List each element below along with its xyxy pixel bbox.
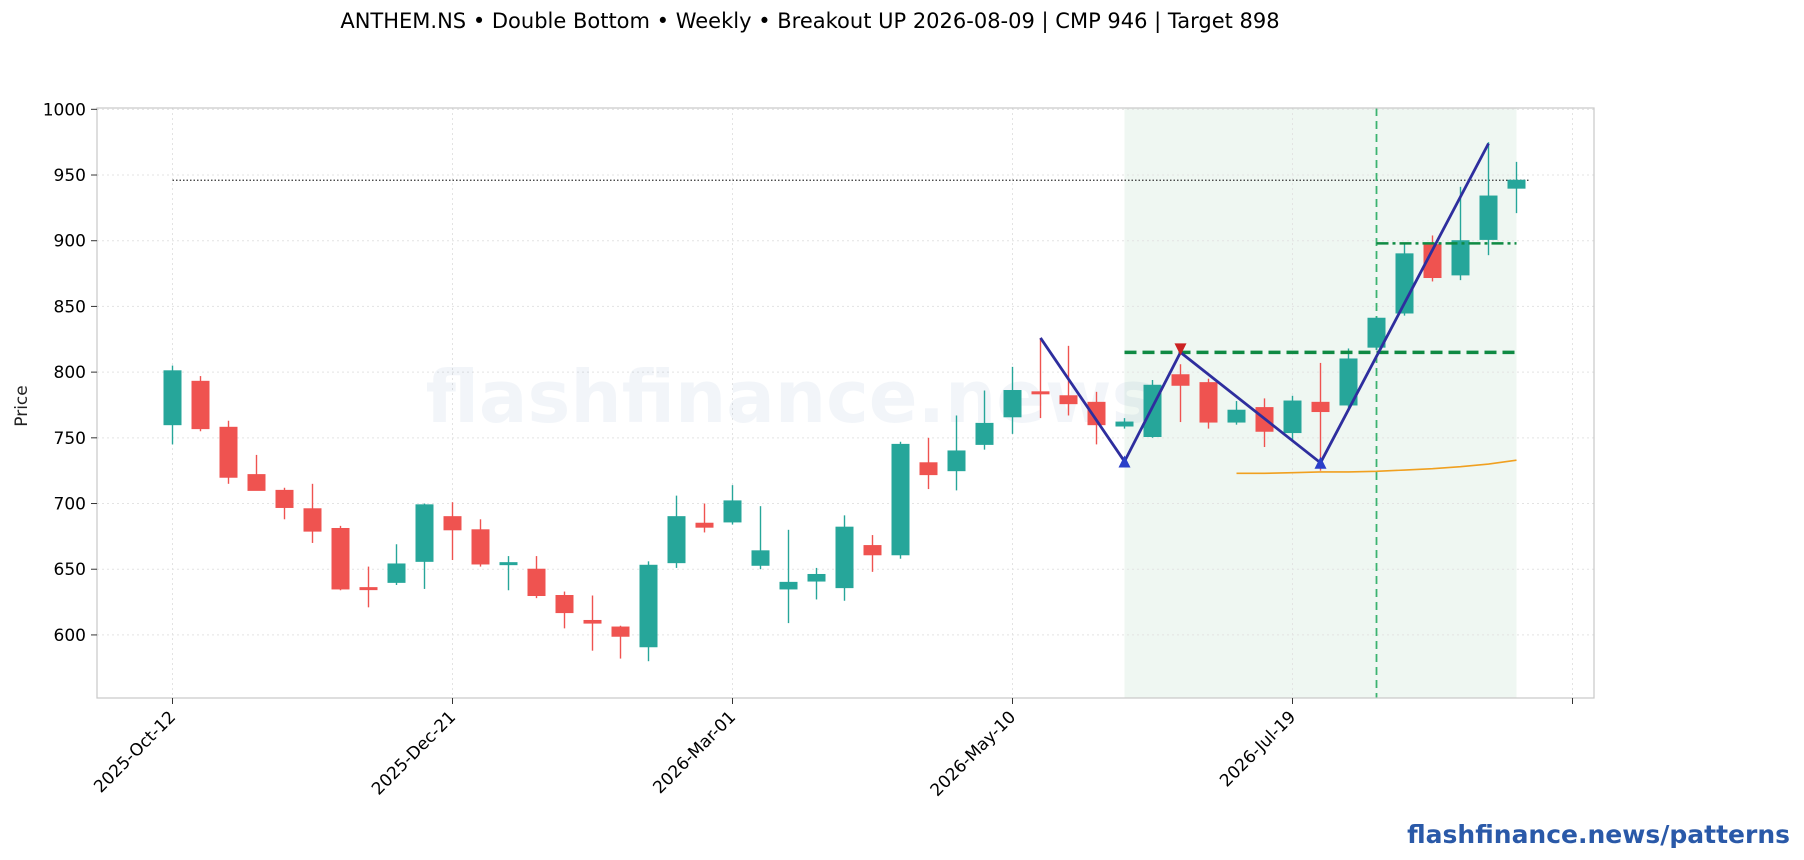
- candle-body: [471, 529, 490, 565]
- candle-body: [723, 500, 742, 523]
- candle-body: [555, 595, 574, 614]
- candle-body: [415, 504, 434, 562]
- y-tick-label: 900: [54, 232, 86, 252]
- candle-body: [695, 522, 714, 528]
- candle-body: [1003, 390, 1022, 418]
- candle-body: [359, 587, 378, 591]
- x-tick-label: 2026-May-10: [927, 707, 1020, 800]
- candle-body: [443, 516, 462, 531]
- x-tick-label: 2025-Oct-12: [90, 707, 180, 797]
- candle-body: [1479, 195, 1498, 240]
- candle-body: [1507, 179, 1526, 189]
- candle-body: [1227, 409, 1246, 423]
- candle-body: [1451, 240, 1470, 276]
- y-tick-label: 1000: [43, 100, 86, 120]
- y-tick-label: 650: [54, 560, 86, 580]
- moving-average-line: [1236, 459, 1517, 475]
- footer-link[interactable]: flashfinance.news/patterns: [1407, 820, 1790, 849]
- y-tick-label: 800: [54, 363, 86, 383]
- candle-body: [1423, 244, 1442, 279]
- candle-body: [1283, 400, 1302, 434]
- trough-marker: [1314, 456, 1327, 469]
- candle-body: [779, 581, 798, 590]
- plot-border: [96, 107, 1595, 699]
- candle-body: [275, 489, 294, 508]
- y-tick-label: 850: [54, 297, 86, 317]
- plot-layer: flashfinance.news 600 650 700 750 800 850 900 95…: [43, 100, 1595, 801]
- candle-body: [1311, 401, 1330, 413]
- candle-body: [191, 380, 210, 430]
- candles: [163, 142, 1526, 662]
- y-tick-label: 950: [54, 166, 86, 186]
- candle-body: [163, 370, 182, 426]
- candle-body: [835, 526, 854, 589]
- y-tick-label: 700: [54, 495, 86, 515]
- chart-title: ANTHEM.NS • Double Bottom • Weekly • Bre…: [340, 9, 1279, 34]
- candle-body: [975, 422, 994, 445]
- candle-body: [527, 568, 546, 597]
- candle-body: [947, 450, 966, 472]
- candle-body: [583, 619, 602, 624]
- candle-body: [247, 474, 266, 491]
- candle-body: [1199, 382, 1218, 423]
- candle-body: [891, 443, 910, 556]
- y-tick-label: 600: [54, 626, 86, 646]
- candle-body: [807, 573, 826, 582]
- candle-body: [1395, 253, 1414, 314]
- watermark: flashfinance.news: [426, 355, 1155, 439]
- candle-body: [1171, 374, 1190, 386]
- candle-body: [1059, 395, 1078, 405]
- trough-marker: [1118, 455, 1131, 468]
- candle-body: [751, 550, 770, 566]
- candle-body: [639, 564, 658, 648]
- candle-body: [219, 426, 238, 478]
- x-tick-label: 2026-Mar-01: [649, 707, 740, 798]
- y-axis-label: Price: [12, 385, 32, 426]
- candle-body: [1031, 391, 1050, 395]
- candle-body: [387, 563, 406, 583]
- candle-body: [863, 545, 882, 556]
- candle-body: [667, 516, 686, 564]
- candle-body: [1115, 421, 1134, 427]
- candle-body: [611, 626, 630, 637]
- candle-body: [331, 527, 350, 590]
- candle-body: [919, 462, 938, 476]
- y-tick-label: 750: [54, 429, 86, 449]
- x-tick-label: 2025-Dec-21: [368, 707, 460, 799]
- peak-marker: [1174, 343, 1187, 356]
- candle-body: [499, 562, 518, 566]
- candle-body: [1339, 358, 1358, 406]
- candle-body: [1087, 401, 1106, 426]
- candle-body: [303, 508, 322, 532]
- x-tick-label: 2026-Jul-19: [1216, 707, 1300, 791]
- candle-body: [1367, 317, 1386, 348]
